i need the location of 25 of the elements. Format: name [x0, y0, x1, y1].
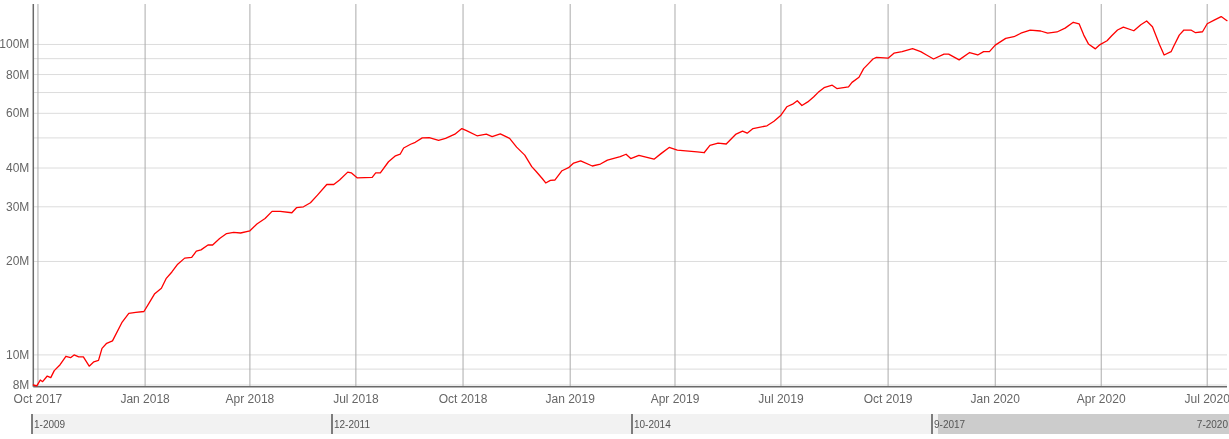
y-tick-label: 8M	[12, 378, 30, 392]
x-tick-label: Apr 2019	[650, 392, 700, 407]
x-tick-label: Jul 2020	[1184, 392, 1229, 407]
y-tick-label: 80M	[5, 67, 30, 82]
x-tick-label: Oct 2018	[438, 392, 488, 407]
y-tick-label: 60M	[5, 106, 30, 121]
x-tick-label: Apr 2020	[1076, 392, 1126, 407]
x-tick-label: Jan 2019	[545, 392, 596, 407]
x-tick-label: Oct 2017	[13, 392, 63, 407]
y-tick-label: 30M	[5, 199, 30, 214]
text: 7-2020	[1196, 418, 1229, 430]
x-tick-label: Jan 2020	[970, 392, 1021, 407]
x-tick-label: Jul 2019	[758, 392, 804, 407]
text: 9-2017	[934, 418, 966, 430]
y-tick-label: 100M	[0, 37, 30, 52]
x-tick-label: Jan 2018	[120, 392, 171, 407]
y-tick-label: 10M	[5, 347, 30, 362]
text: 12-2011	[334, 418, 371, 430]
x-tick-label: Jul 2018	[333, 392, 379, 407]
text: 1-2009	[34, 418, 66, 430]
y-tick-label: 20M	[5, 254, 30, 269]
x-tick-label: Oct 2019	[863, 392, 913, 407]
text: 10-2014	[634, 418, 672, 430]
x-tick-label: Apr 2018	[225, 392, 275, 407]
y-tick-label: 40M	[5, 161, 30, 176]
